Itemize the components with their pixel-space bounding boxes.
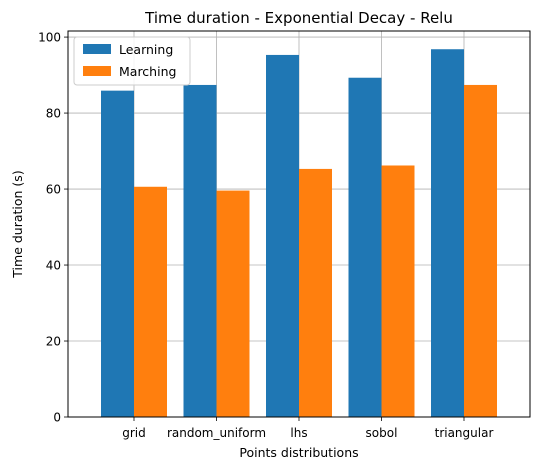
bar-learning-lhs — [266, 54, 299, 418]
x-axis-label: Points distributions — [239, 445, 358, 460]
x-tick-label: grid — [122, 426, 146, 440]
tick-layer: 0 20 40 60 80 100 grid random_uniform lhs sobol tr… — [38, 31, 493, 440]
x-tick-label: random_uniform — [167, 426, 266, 440]
legend-swatch-learning — [83, 44, 111, 54]
bar-learning-sobol — [348, 77, 382, 417]
x-tick-label: sobol — [366, 426, 398, 440]
bar-learning-grid — [101, 90, 134, 417]
y-tick-label: 60 — [46, 183, 61, 197]
bar-marching-lhs — [299, 168, 332, 417]
x-tick-label: lhs — [290, 426, 307, 440]
y-tick-label: 100 — [38, 31, 61, 45]
bar-marching-triangular — [464, 84, 497, 417]
bar-learning-triangular — [431, 49, 464, 418]
bar-marching-sobol — [381, 165, 415, 417]
y-tick-label: 0 — [53, 411, 61, 425]
y-tick-label: 40 — [46, 259, 61, 273]
legend-swatch-marching — [83, 66, 111, 76]
y-axis-label: Time duration (s) — [10, 170, 25, 278]
bar-layer — [101, 49, 497, 418]
legend-label-learning: Learning — [119, 42, 173, 57]
bar-marching-random-uniform — [216, 190, 250, 417]
x-tick-label: triangular — [435, 426, 494, 440]
chart-title: Time duration - Exponential Decay - Relu — [144, 9, 453, 27]
legend: Learning Marching — [73, 36, 191, 86]
bar-marching-grid — [134, 186, 167, 417]
y-tick-label: 20 — [46, 335, 61, 349]
legend-label-marching: Marching — [119, 64, 176, 79]
bar-learning-random-uniform — [183, 84, 217, 417]
y-tick-label: 80 — [46, 107, 61, 121]
